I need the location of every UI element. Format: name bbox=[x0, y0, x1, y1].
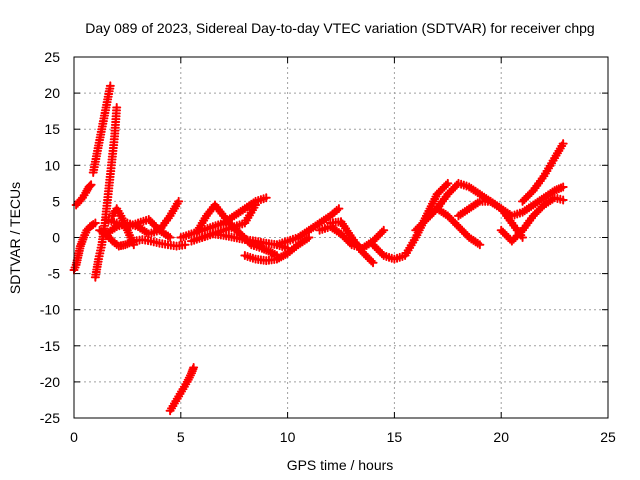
data-point bbox=[180, 240, 190, 250]
data-point bbox=[86, 180, 96, 190]
series-arc-20 bbox=[421, 178, 496, 221]
y-tick-label: 0 bbox=[52, 230, 60, 246]
x-tick-label: 20 bbox=[493, 429, 509, 445]
data-point bbox=[85, 181, 95, 191]
data-point bbox=[558, 139, 568, 149]
series-arc-14 bbox=[240, 233, 314, 266]
plot-frame bbox=[73, 56, 609, 419]
data-point bbox=[105, 81, 115, 91]
series-arc-12 bbox=[176, 193, 271, 242]
series-arc-22 bbox=[486, 182, 568, 221]
series-arc-23 bbox=[496, 193, 568, 246]
y-tick-label: 10 bbox=[44, 157, 60, 173]
data-point bbox=[304, 233, 314, 242]
y-tick-label: -20 bbox=[40, 374, 60, 390]
data-point bbox=[368, 258, 378, 268]
data-point bbox=[558, 182, 568, 192]
data-point bbox=[189, 362, 199, 372]
y-tick-label: -10 bbox=[40, 302, 60, 318]
data-point bbox=[518, 233, 528, 242]
y-tick-label: -15 bbox=[40, 338, 60, 354]
x-tick-label: 25 bbox=[600, 429, 616, 445]
series-arc-9 bbox=[165, 362, 199, 416]
data-point bbox=[261, 193, 271, 203]
series-arc-15 bbox=[272, 204, 344, 250]
series-arc-1 bbox=[69, 218, 100, 275]
x-tick-label: 5 bbox=[177, 429, 185, 445]
x-tick-label: 0 bbox=[70, 429, 78, 445]
data-point bbox=[558, 195, 568, 205]
series-arc-2 bbox=[71, 180, 96, 210]
data-point bbox=[129, 240, 139, 250]
series-arc-24 bbox=[518, 139, 568, 206]
data-point bbox=[112, 103, 122, 113]
data-point bbox=[334, 204, 344, 214]
series-arc-17 bbox=[325, 217, 378, 268]
y-tick-label: 25 bbox=[44, 49, 60, 65]
grid bbox=[74, 57, 608, 418]
series-arc-18 bbox=[368, 178, 453, 264]
y-tick-label: 5 bbox=[52, 193, 60, 209]
y-tick-label: 15 bbox=[44, 121, 60, 137]
y-tick-label: -25 bbox=[40, 410, 60, 426]
data-point bbox=[379, 225, 389, 235]
y-tick-label: -5 bbox=[48, 266, 61, 282]
series-arc-8 bbox=[107, 204, 139, 250]
x-axis-label: GPS time / hours bbox=[287, 457, 394, 473]
series-arc-4 bbox=[90, 103, 122, 282]
series-arc-19 bbox=[411, 204, 485, 250]
data-point bbox=[475, 240, 485, 250]
data-point bbox=[165, 233, 175, 242]
data-point bbox=[174, 196, 184, 206]
data-marks bbox=[69, 81, 568, 416]
x-tick-label: 10 bbox=[280, 429, 296, 445]
y-tick-label: 20 bbox=[44, 85, 60, 101]
x-tick-label: 15 bbox=[387, 429, 403, 445]
y-axis-label: SDTVAR / TECUs bbox=[7, 182, 23, 294]
data-point bbox=[90, 218, 100, 228]
tick-labels: 0 5 10 15 20 25 -25 -20 -15 -10 -5 0 5 10 15 20 25 bbox=[40, 49, 616, 445]
data-point bbox=[443, 178, 453, 188]
series-arc-5 bbox=[95, 225, 190, 251]
chart-title: Day 089 of 2023, Sidereal Day-to-day VTE… bbox=[85, 20, 594, 36]
series-arc-3 bbox=[88, 81, 115, 178]
